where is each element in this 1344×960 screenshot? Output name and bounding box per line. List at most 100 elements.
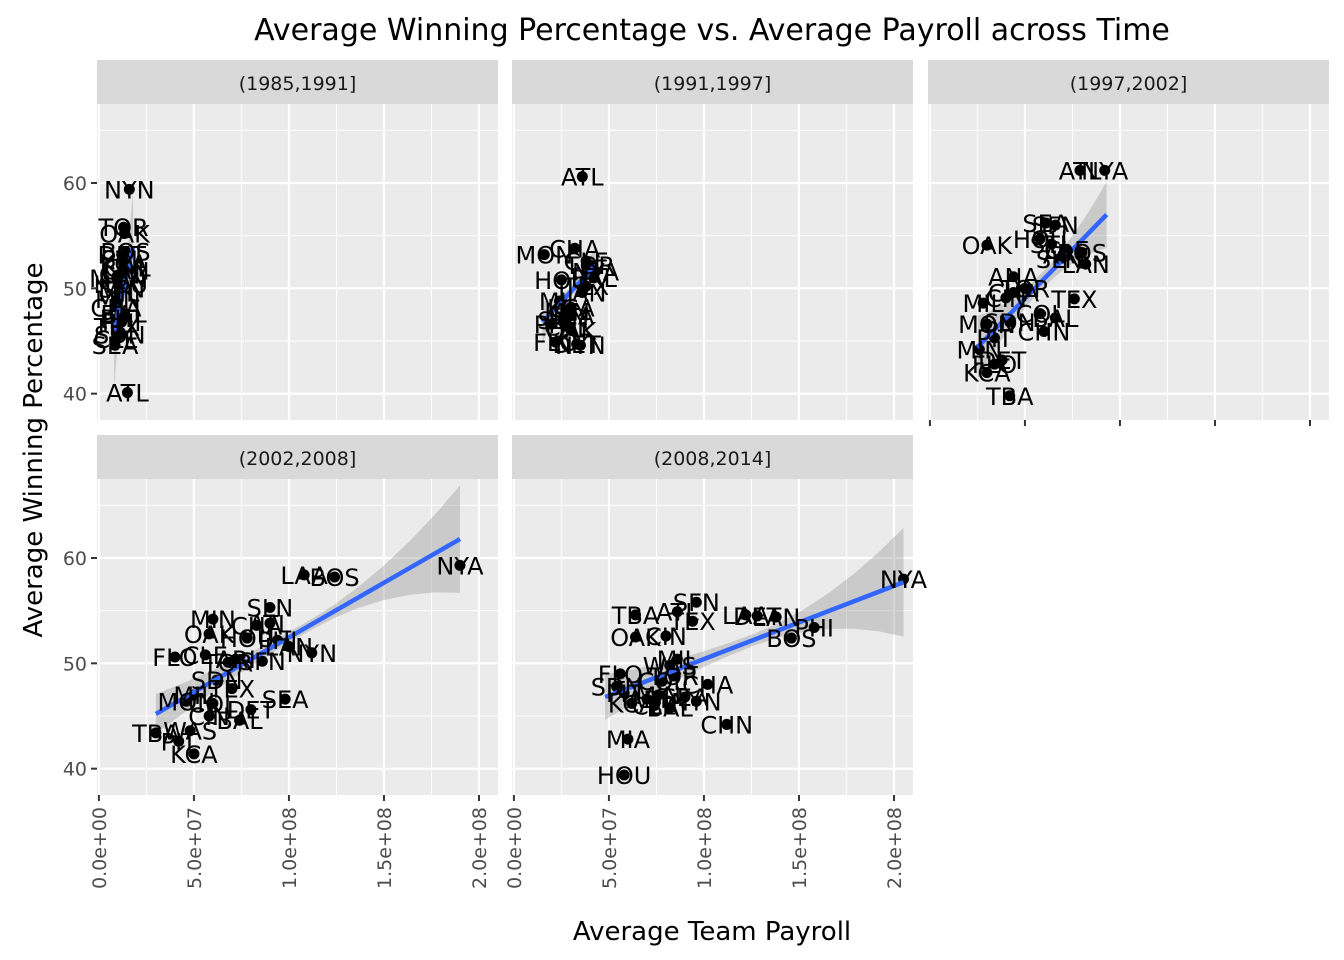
confidence-band bbox=[605, 527, 904, 720]
data-point bbox=[574, 339, 586, 351]
point-label: LAN bbox=[752, 604, 800, 632]
point-label: TEX bbox=[668, 608, 715, 636]
x-tick-label: 2.0e+08 bbox=[884, 807, 906, 889]
facet-panels: (1985,1991]NYNTOROAKBOSDETSTLKCACALLANCI… bbox=[63, 60, 1329, 889]
point-label: MIL bbox=[539, 288, 581, 316]
data-point bbox=[251, 619, 263, 631]
data-point bbox=[671, 606, 683, 618]
data-point bbox=[981, 318, 993, 330]
point-label: ATL bbox=[561, 164, 604, 192]
point-label: NYA bbox=[1081, 157, 1129, 185]
data-point bbox=[1034, 233, 1046, 245]
point-label: BOS bbox=[100, 238, 150, 266]
point-label: SEA bbox=[262, 686, 309, 714]
facet-strip bbox=[928, 60, 1329, 104]
y-axis-title: Average Winning Percentage bbox=[19, 262, 49, 637]
point-label: SLN bbox=[247, 595, 294, 623]
data-point bbox=[687, 615, 699, 627]
x-tick-label: 2.0e+08 bbox=[469, 807, 491, 889]
point-label: ATL bbox=[249, 610, 292, 638]
point-label: TOR bbox=[97, 214, 148, 242]
point-label: KCA bbox=[100, 250, 148, 278]
data-point bbox=[454, 559, 466, 571]
point-label: LAA bbox=[722, 602, 770, 630]
x-tick-label: 5.0e+07 bbox=[184, 807, 206, 889]
data-point bbox=[1080, 258, 1092, 270]
point-label: TBA bbox=[985, 383, 1034, 411]
data-point bbox=[702, 678, 714, 690]
point-label: OAK bbox=[610, 624, 662, 652]
point-label: CHA bbox=[682, 671, 734, 699]
point-label: TOR bbox=[647, 663, 698, 691]
point-label: CIN bbox=[188, 703, 230, 731]
point-label: OAK bbox=[184, 621, 236, 649]
data-point bbox=[664, 659, 676, 671]
point-label: MON bbox=[516, 242, 574, 270]
point-label: BOS bbox=[309, 564, 359, 592]
point-label: CIN bbox=[645, 623, 687, 651]
data-point bbox=[973, 343, 985, 355]
point-label: CHN bbox=[700, 711, 753, 739]
data-point bbox=[256, 655, 268, 667]
point-label: CHA bbox=[231, 612, 283, 640]
point-label: MIL bbox=[963, 290, 1005, 318]
point-label: BAL bbox=[1032, 305, 1079, 333]
data-point bbox=[121, 387, 133, 399]
point-label: CIN bbox=[99, 262, 141, 290]
data-point bbox=[1049, 312, 1061, 324]
data-point bbox=[1019, 282, 1031, 294]
point-label: STL bbox=[1030, 231, 1074, 259]
point-label: BOS bbox=[1057, 240, 1107, 268]
data-point bbox=[1040, 217, 1052, 229]
data-point bbox=[649, 699, 661, 711]
point-label: MIA bbox=[606, 726, 651, 754]
point-label: HOU bbox=[534, 267, 589, 295]
point-label: BAL bbox=[100, 301, 147, 329]
y-tick-label: 50 bbox=[63, 653, 87, 675]
point-label: SEA bbox=[662, 684, 709, 712]
point-label: WAS bbox=[163, 718, 217, 746]
facet-strip bbox=[97, 435, 498, 479]
point-label: PIT bbox=[100, 305, 137, 333]
data-point bbox=[169, 651, 181, 663]
data-point bbox=[1038, 326, 1050, 338]
fit-line bbox=[975, 213, 1109, 349]
point-label: NYA bbox=[436, 552, 484, 580]
data-point bbox=[664, 702, 676, 714]
point-label: ATL bbox=[106, 380, 149, 408]
data-point bbox=[329, 571, 341, 583]
point-label: SDN bbox=[591, 674, 643, 702]
point-label: SEA bbox=[92, 332, 139, 360]
data-point bbox=[1099, 164, 1111, 176]
facet-strip bbox=[512, 60, 913, 104]
point-label: CHA bbox=[90, 294, 142, 322]
data-point bbox=[588, 272, 600, 284]
point-label: CLE bbox=[93, 326, 138, 354]
data-point bbox=[184, 725, 196, 737]
point-label: SEA bbox=[548, 303, 595, 331]
point-label: LAA bbox=[280, 562, 328, 590]
plot-background bbox=[97, 104, 498, 420]
point-label: ATL bbox=[1059, 157, 1102, 185]
point-label: SDN bbox=[984, 309, 1036, 337]
y-tick-label: 40 bbox=[63, 384, 87, 406]
data-point bbox=[123, 183, 135, 195]
data-point bbox=[671, 653, 683, 665]
data-point bbox=[652, 689, 664, 701]
data-point bbox=[550, 336, 562, 348]
point-label: MON bbox=[958, 311, 1016, 339]
point-label: TEX bbox=[562, 273, 609, 301]
point-label: HOU bbox=[220, 625, 275, 653]
point-label: CHA bbox=[988, 280, 1040, 308]
facet-strip bbox=[512, 435, 913, 479]
point-label: TBA bbox=[611, 602, 660, 630]
facet-strip-label: (2002,2008] bbox=[239, 448, 357, 470]
data-point bbox=[679, 691, 691, 703]
data-point bbox=[622, 733, 634, 745]
point-label: PHI bbox=[794, 615, 834, 643]
point-label: CAL bbox=[544, 313, 591, 341]
point-label: FLO bbox=[152, 644, 197, 672]
point-label: BOS bbox=[766, 625, 816, 653]
